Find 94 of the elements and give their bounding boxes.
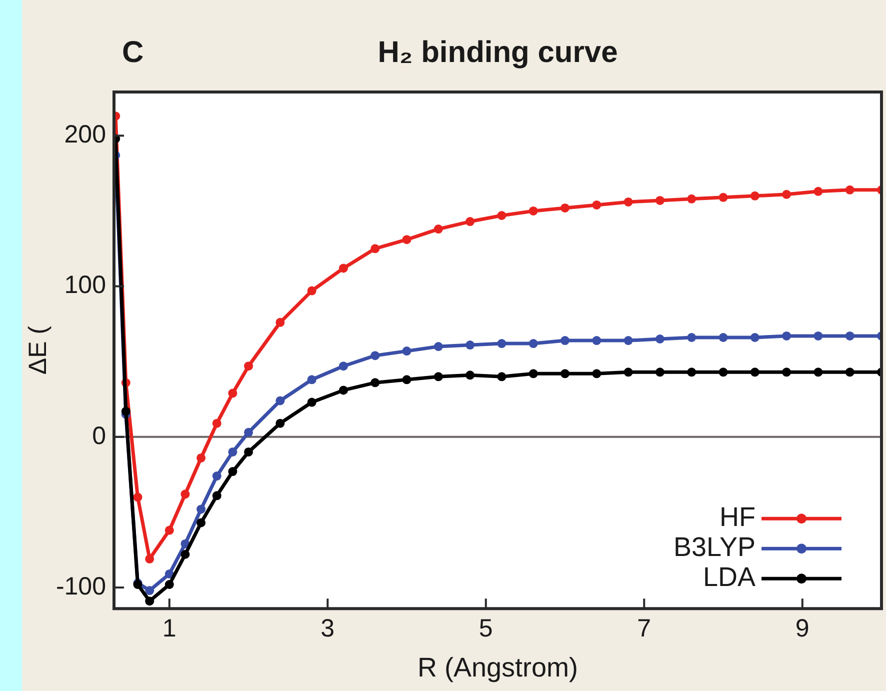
point bbox=[655, 368, 664, 377]
point bbox=[624, 336, 633, 346]
x-axis-title: R (Angstrom) bbox=[417, 652, 578, 682]
point bbox=[560, 203, 570, 212]
point bbox=[228, 467, 238, 476]
point bbox=[718, 192, 728, 202]
point bbox=[434, 372, 443, 382]
point bbox=[180, 490, 190, 499]
point bbox=[497, 372, 506, 382]
point bbox=[276, 318, 285, 327]
point bbox=[145, 586, 154, 596]
x-tick-label: 1 bbox=[162, 614, 176, 642]
y-tick-label: 100 bbox=[64, 271, 106, 300]
point bbox=[466, 340, 475, 350]
point bbox=[307, 286, 316, 296]
y-axis-title: ΔE ( bbox=[24, 325, 52, 375]
point bbox=[592, 369, 602, 378]
point bbox=[212, 491, 222, 500]
legend-label: B3LYP bbox=[673, 532, 756, 562]
point bbox=[434, 342, 443, 352]
point bbox=[845, 185, 854, 194]
point bbox=[718, 333, 728, 342]
point bbox=[814, 368, 823, 377]
point bbox=[244, 447, 254, 456]
point bbox=[228, 447, 238, 456]
point bbox=[782, 331, 792, 340]
point bbox=[180, 550, 190, 559]
point bbox=[528, 339, 538, 348]
point bbox=[655, 334, 664, 344]
point bbox=[228, 388, 238, 398]
point bbox=[434, 224, 443, 234]
x-tick-label: 9 bbox=[795, 614, 810, 642]
point bbox=[718, 368, 728, 377]
point bbox=[196, 504, 206, 514]
point bbox=[212, 418, 222, 428]
legend-label: LDA bbox=[702, 562, 756, 592]
point bbox=[402, 375, 412, 384]
point bbox=[307, 375, 316, 384]
point bbox=[466, 370, 475, 380]
point bbox=[145, 596, 154, 606]
x-tick-label: 3 bbox=[320, 614, 335, 642]
point bbox=[133, 492, 142, 502]
point bbox=[212, 472, 222, 481]
point bbox=[814, 186, 823, 196]
point bbox=[402, 235, 412, 244]
point bbox=[145, 554, 154, 564]
x-tick-label: 7 bbox=[637, 614, 652, 642]
point bbox=[338, 386, 348, 395]
point bbox=[244, 362, 254, 371]
point bbox=[338, 264, 348, 273]
point bbox=[276, 418, 285, 428]
legend-label: HF bbox=[720, 502, 756, 532]
point bbox=[196, 518, 206, 528]
point bbox=[370, 244, 380, 254]
point bbox=[528, 369, 538, 378]
point bbox=[370, 378, 380, 388]
point bbox=[845, 331, 854, 340]
point bbox=[782, 368, 792, 377]
point bbox=[121, 406, 130, 416]
y-tick-label: -100 bbox=[56, 572, 106, 600]
point bbox=[276, 396, 285, 406]
point bbox=[528, 206, 538, 216]
point bbox=[560, 336, 570, 346]
point bbox=[814, 331, 823, 340]
x-tick-label: 5 bbox=[478, 614, 493, 642]
point bbox=[307, 398, 316, 407]
point bbox=[687, 368, 696, 377]
point bbox=[750, 333, 760, 342]
point bbox=[164, 526, 174, 535]
point bbox=[402, 346, 412, 356]
point bbox=[592, 200, 602, 210]
point bbox=[750, 368, 760, 377]
point bbox=[497, 339, 506, 348]
point bbox=[560, 369, 570, 378]
point bbox=[687, 194, 696, 204]
point bbox=[750, 191, 760, 200]
point bbox=[164, 580, 174, 589]
point bbox=[687, 333, 696, 342]
point bbox=[845, 368, 854, 377]
point bbox=[466, 217, 475, 226]
y-tick-label: 0 bbox=[92, 422, 106, 450]
chart-title: H₂ binding curve bbox=[378, 36, 618, 69]
point bbox=[655, 196, 664, 205]
point bbox=[624, 368, 633, 377]
point bbox=[624, 197, 633, 206]
y-tick-label: 200 bbox=[64, 120, 106, 149]
text: C bbox=[122, 36, 144, 69]
point bbox=[370, 351, 380, 360]
point bbox=[592, 336, 602, 346]
point bbox=[782, 190, 792, 199]
point bbox=[244, 428, 254, 437]
point bbox=[497, 211, 506, 220]
point bbox=[196, 453, 206, 462]
point bbox=[338, 362, 348, 371]
